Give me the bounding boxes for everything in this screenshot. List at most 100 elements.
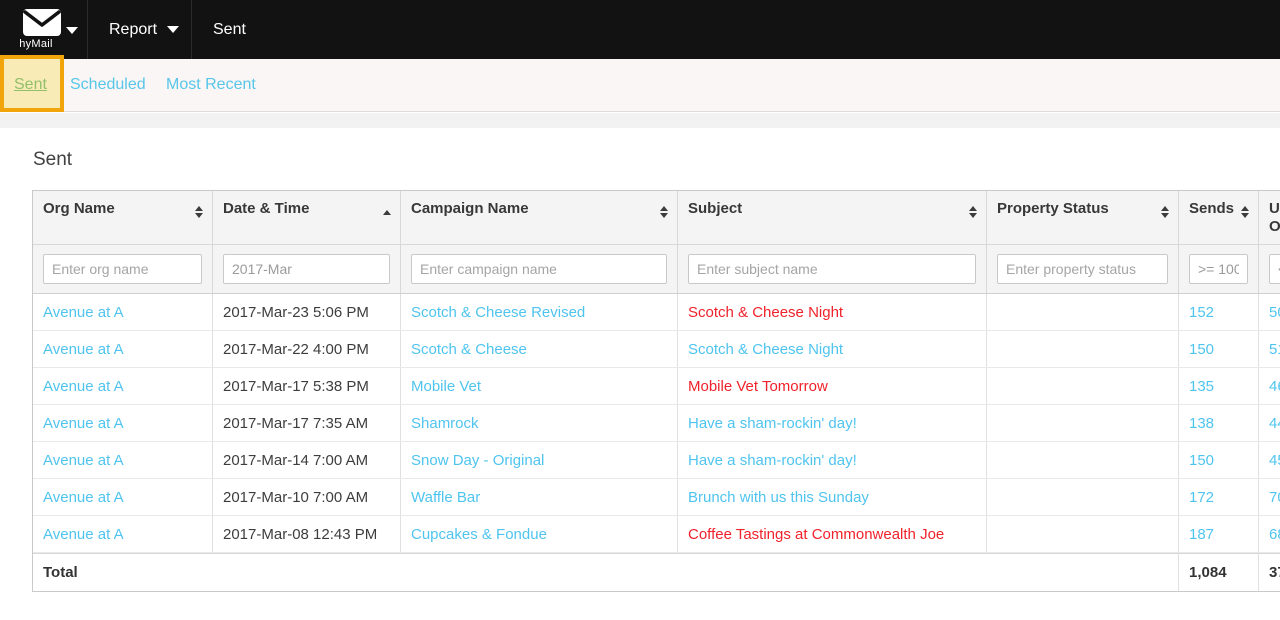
datetime-cell: 2017-Mar-14 7:00 AM: [213, 442, 401, 478]
datetime-cell: 2017-Mar-23 5:06 PM: [213, 294, 401, 330]
unique-opens-link[interactable]: 45: [1269, 451, 1280, 469]
campaign-link[interactable]: Scotch & Cheese: [411, 340, 527, 358]
subnav-divider-strip: [0, 113, 1280, 128]
campaign-link[interactable]: Cupcakes & Fondue: [411, 525, 547, 543]
brand-label: hyMail: [19, 38, 53, 50]
sort-both-icon[interactable]: [195, 206, 203, 218]
org-name-filter-input[interactable]: [43, 254, 202, 284]
table-row: Avenue at A 2017-Mar-23 5:06 PM Scotch &…: [33, 294, 1280, 331]
sort-asc-icon[interactable]: [383, 210, 391, 215]
datetime-cell: 2017-Mar-10 7:00 AM: [213, 479, 401, 515]
datetime-cell: 2017-Mar-17 7:35 AM: [213, 405, 401, 441]
unique-opens-link[interactable]: 51: [1269, 340, 1280, 358]
column-header-org-name[interactable]: Org Name: [33, 191, 213, 244]
nav-item-sent[interactable]: Sent: [193, 0, 273, 59]
campaign-link[interactable]: Waffle Bar: [411, 488, 481, 506]
table-header-row: Org Name Date & Time Campaign Name Subje…: [33, 191, 1280, 245]
subject-text: Have a sham-rockin' day!: [688, 414, 857, 432]
column-header-unique-opens[interactable]: Unique Opens: [1259, 191, 1280, 244]
page-title: Sent: [33, 149, 73, 170]
chevron-down-icon[interactable]: [66, 27, 78, 34]
org-link[interactable]: Avenue at A: [43, 525, 124, 543]
subject-text: Brunch with us this Sunday: [688, 488, 869, 506]
subject-text: Have a sham-rockin' day!: [688, 451, 857, 469]
nav-sent-label: Sent: [213, 20, 246, 38]
campaign-link[interactable]: Shamrock: [411, 414, 479, 432]
column-header-subject[interactable]: Subject: [678, 191, 987, 244]
column-header-property-status[interactable]: Property Status: [987, 191, 1179, 244]
column-label: Org Name: [43, 200, 115, 217]
org-link[interactable]: Avenue at A: [43, 488, 124, 506]
table-total-row: Total 1,084 374: [33, 553, 1280, 591]
nav-report-label: Report: [109, 20, 158, 38]
envelope-icon: [23, 9, 61, 36]
property-status-cell: [987, 294, 1179, 330]
org-link[interactable]: Avenue at A: [43, 303, 124, 321]
subject-text: Scotch & Cheese Night: [688, 340, 844, 358]
subject-filter-input[interactable]: [688, 254, 976, 284]
property-status-cell: [987, 442, 1179, 478]
unique-opens-link[interactable]: 68: [1269, 525, 1280, 543]
org-link[interactable]: Avenue at A: [43, 414, 124, 432]
date-filter-input[interactable]: [223, 254, 390, 284]
subnav-tab-scheduled[interactable]: Scheduled: [70, 76, 146, 93]
campaign-link[interactable]: Mobile Vet: [411, 377, 482, 395]
sort-both-icon[interactable]: [1161, 206, 1169, 218]
org-link[interactable]: Avenue at A: [43, 451, 124, 469]
column-header-campaign-name[interactable]: Campaign Name: [401, 191, 678, 244]
subnav-tab-most-recent[interactable]: Most Recent: [166, 76, 256, 93]
column-label: Subject: [688, 200, 743, 217]
unique-opens-filter-input[interactable]: [1269, 254, 1280, 284]
org-link[interactable]: Avenue at A: [43, 377, 124, 395]
table-row: Avenue at A 2017-Mar-22 4:00 PM Scotch &…: [33, 331, 1280, 368]
sends-link[interactable]: 150: [1189, 340, 1215, 358]
campaign-link[interactable]: Snow Day - Original: [411, 451, 545, 469]
subject-text: Coffee Tastings at Commonwealth Joe: [688, 525, 945, 543]
column-header-sends[interactable]: Sends: [1179, 191, 1259, 244]
sends-filter-input[interactable]: [1189, 254, 1248, 284]
unique-opens-link[interactable]: 46: [1269, 377, 1280, 395]
sort-both-icon[interactable]: [660, 206, 668, 218]
sends-link[interactable]: 152: [1189, 303, 1215, 321]
table-row: Avenue at A 2017-Mar-10 7:00 AM Waffle B…: [33, 479, 1280, 516]
table-row: Avenue at A 2017-Mar-14 7:00 AM Snow Day…: [33, 442, 1280, 479]
property-status-filter-input[interactable]: [997, 254, 1168, 284]
campaign-filter-input[interactable]: [411, 254, 667, 284]
column-label: Campaign Name: [411, 200, 529, 217]
sort-both-icon[interactable]: [969, 206, 977, 218]
column-label: Sends: [1189, 200, 1235, 217]
property-status-cell: [987, 479, 1179, 515]
sends-link[interactable]: 172: [1189, 488, 1215, 506]
table-row: Avenue at A 2017-Mar-08 12:43 PM Cupcake…: [33, 516, 1280, 553]
org-link[interactable]: Avenue at A: [43, 340, 124, 358]
campaign-link[interactable]: Scotch & Cheese Revised: [411, 303, 586, 321]
brand-menu[interactable]: hyMail: [0, 0, 88, 59]
total-sends: 1,084: [1179, 554, 1259, 591]
subnav-tab-sent[interactable]: Sent: [14, 76, 47, 93]
sends-link[interactable]: 135: [1189, 377, 1215, 395]
column-label: Date & Time: [223, 200, 310, 217]
datetime-cell: 2017-Mar-08 12:43 PM: [213, 516, 401, 552]
sends-link[interactable]: 187: [1189, 525, 1215, 543]
top-nav-bar: hyMail Report Sent: [0, 0, 1280, 59]
unique-opens-link[interactable]: 44: [1269, 414, 1280, 432]
total-unique-opens: 374: [1269, 564, 1280, 581]
column-label: Unique Opens: [1269, 200, 1280, 235]
sends-link[interactable]: 150: [1189, 451, 1215, 469]
total-label: Total: [43, 564, 78, 581]
property-status-cell: [987, 516, 1179, 552]
nav-item-report[interactable]: Report: [89, 0, 192, 59]
subject-text: Scotch & Cheese Night: [688, 303, 844, 321]
column-header-date-time[interactable]: Date & Time: [213, 191, 401, 244]
sends-link[interactable]: 138: [1189, 414, 1215, 432]
property-status-cell: [987, 368, 1179, 404]
property-status-cell: [987, 405, 1179, 441]
unique-opens-link[interactable]: 70: [1269, 488, 1280, 506]
unique-opens-link[interactable]: 50: [1269, 303, 1280, 321]
chevron-down-icon: [167, 26, 180, 33]
table-filter-row: [33, 245, 1280, 294]
datetime-cell: 2017-Mar-22 4:00 PM: [213, 331, 401, 367]
sub-nav-bar: Sent Scheduled Most Recent: [0, 59, 1280, 112]
sort-both-icon[interactable]: [1241, 206, 1249, 218]
